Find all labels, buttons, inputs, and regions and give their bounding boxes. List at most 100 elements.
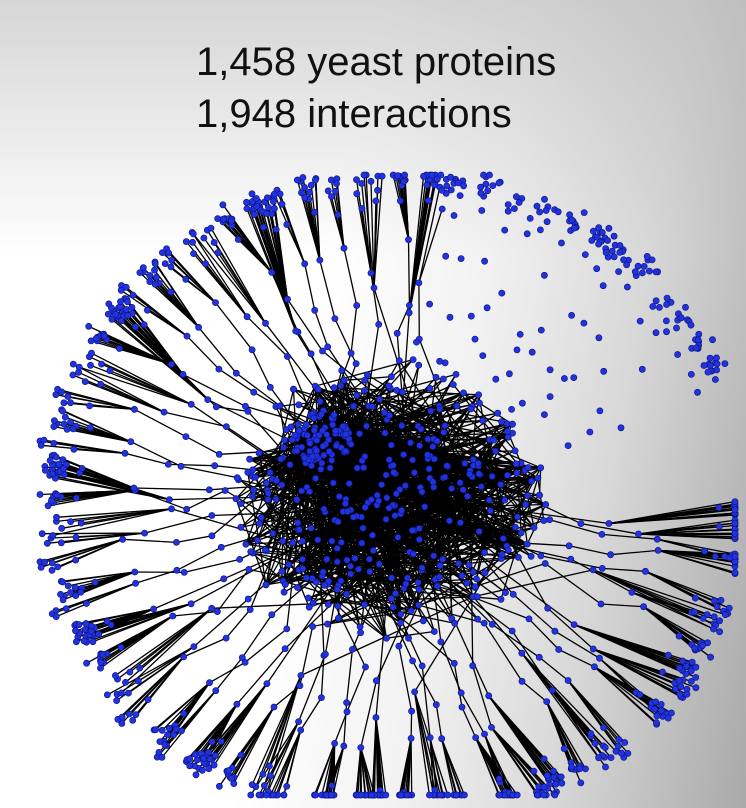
protein-node: [131, 568, 139, 576]
protein-node: [87, 424, 94, 432]
interaction-edge: [210, 227, 267, 324]
interaction-edge: [350, 324, 380, 511]
protein-node: [474, 459, 482, 467]
interaction-edge: [363, 174, 375, 288]
interaction-edge: [410, 543, 528, 612]
interaction-edge: [78, 366, 192, 405]
protein-node: [190, 643, 198, 650]
protein-node: [390, 468, 398, 476]
interaction-edge: [413, 691, 441, 796]
protein-node: [596, 654, 603, 662]
protein-node: [48, 497, 55, 505]
protein-node: [395, 642, 403, 650]
protein-node: [676, 664, 683, 672]
interaction-edge: [554, 630, 600, 659]
protein-node: [125, 710, 133, 718]
interaction-edge: [78, 608, 154, 626]
protein-node: [687, 321, 695, 329]
interaction-edge: [420, 486, 550, 521]
protein-node: [270, 703, 278, 711]
interaction-edge: [198, 326, 237, 374]
protein-node: [443, 462, 451, 470]
protein-node: [713, 603, 721, 611]
protein-node: [653, 719, 660, 726]
protein-node: [481, 257, 488, 265]
protein-node: [497, 481, 505, 488]
protein-node: [248, 190, 256, 198]
protein-node: [241, 402, 249, 410]
protein-node: [393, 329, 401, 337]
interaction-edge: [230, 706, 275, 779]
interaction-edge: [373, 176, 383, 288]
protein-node: [60, 465, 67, 473]
protein-node: [122, 283, 130, 291]
interaction-edge: [463, 392, 516, 452]
interaction-edge: [410, 711, 413, 739]
protein-node: [347, 570, 354, 578]
protein-node: [636, 317, 644, 325]
protein-node: [343, 590, 350, 598]
protein-node: [706, 354, 714, 362]
protein-node: [173, 566, 181, 574]
protein-node: [41, 466, 49, 474]
interaction-edge: [176, 535, 213, 544]
interaction-edge: [272, 729, 302, 796]
protein-node: [368, 403, 376, 410]
protein-node: [292, 327, 300, 335]
protein-node: [400, 178, 408, 185]
protein-node: [436, 562, 444, 569]
interaction-edge: [472, 665, 493, 728]
protein-node: [294, 420, 302, 428]
protein-node: [577, 779, 585, 787]
protein-node: [283, 221, 291, 228]
interaction-edge: [645, 570, 722, 601]
protein-node: [136, 664, 144, 672]
protein-node: [483, 304, 491, 312]
protein-node: [383, 634, 390, 642]
protein-node: [67, 589, 74, 596]
interaction-edge: [161, 690, 217, 758]
interaction-edge: [592, 569, 714, 630]
interaction-edge: [286, 529, 299, 629]
protein-node: [205, 748, 212, 756]
protein-node: [387, 441, 395, 449]
protein-node: [72, 592, 80, 599]
protein-node: [358, 205, 366, 212]
protein-node: [54, 563, 62, 571]
interaction-edge: [300, 697, 322, 731]
interaction-edge: [284, 470, 471, 650]
protein-node: [186, 762, 194, 770]
interaction-edge: [228, 706, 275, 771]
protein-node: [311, 306, 319, 314]
protein-node: [299, 537, 306, 545]
protein-node: [320, 505, 328, 513]
protein-node: [522, 501, 529, 508]
protein-node: [433, 582, 441, 590]
protein-node: [265, 203, 272, 211]
protein-node: [396, 197, 404, 205]
protein-node: [237, 500, 245, 507]
protein-node: [634, 262, 642, 270]
protein-node: [330, 411, 338, 419]
protein-node: [127, 438, 135, 446]
protein-node: [421, 503, 429, 511]
protein-node: [293, 447, 301, 455]
protein-node: [179, 370, 187, 378]
protein-node: [439, 375, 447, 383]
protein-node: [172, 725, 180, 733]
protein-node: [286, 461, 294, 469]
protein-node: [449, 381, 457, 388]
protein-node: [595, 334, 603, 342]
protein-node: [75, 363, 83, 371]
protein-node: [246, 606, 254, 613]
protein-node: [505, 370, 513, 378]
protein-node: [478, 207, 486, 214]
interaction-edge: [106, 646, 195, 696]
protein-node: [616, 248, 624, 256]
protein-node: [394, 533, 402, 541]
protein-node: [330, 384, 338, 392]
interaction-edge: [573, 623, 692, 672]
protein-node: [600, 724, 607, 731]
protein-node: [552, 780, 560, 788]
protein-node: [366, 568, 374, 576]
